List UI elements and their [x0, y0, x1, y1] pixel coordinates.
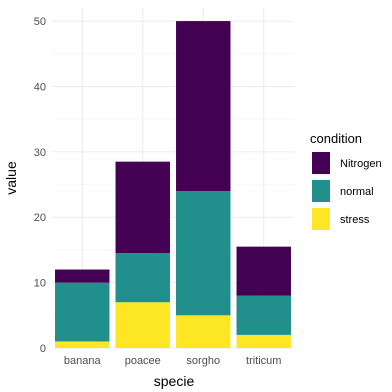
- legend-title: condition: [310, 131, 362, 146]
- x-tick-label-banana: banana: [64, 355, 102, 367]
- bar-triticum-normal: [236, 295, 291, 335]
- legend-key-Nitrogen: [312, 152, 330, 174]
- bar-banana-stress: [55, 341, 110, 348]
- y-tick-label: 40: [34, 81, 46, 93]
- bar-poacee-normal: [115, 253, 170, 303]
- x-axis-tick-labels: banana poacee sorgho triticum: [64, 355, 282, 367]
- y-tick-label: 50: [34, 16, 46, 28]
- bar-sorgho-Nitrogen: [176, 21, 231, 192]
- legend-label-stress: stress: [340, 214, 370, 226]
- bar-triticum-Nitrogen: [236, 246, 291, 296]
- bar-sorgho-stress: [176, 315, 231, 348]
- x-axis-title: specie: [154, 373, 195, 389]
- bar-sorgho-normal: [176, 191, 231, 316]
- bar-triticum-stress: [236, 334, 291, 348]
- x-tick-label-poacee: poacee: [125, 355, 161, 367]
- bar-poacee-stress: [115, 302, 170, 348]
- legend-key-normal: [312, 180, 330, 202]
- x-tick-label-sorgho: sorgho: [186, 355, 220, 367]
- y-tick-label: 20: [34, 212, 46, 224]
- y-tick-label: 10: [34, 278, 46, 290]
- y-tick-label: 0: [40, 343, 46, 355]
- bar-banana-normal: [55, 282, 110, 342]
- y-axis-title: value: [3, 161, 19, 195]
- x-tick-label-triticum: triticum: [246, 355, 281, 367]
- bar-banana-Nitrogen: [55, 269, 110, 283]
- y-axis-tick-labels: 0 10 20 30 40 50: [34, 16, 46, 355]
- y-tick-label: 30: [34, 147, 46, 159]
- legend-label-normal: normal: [340, 186, 374, 198]
- bars: [55, 21, 291, 348]
- legend-key-stress: [312, 208, 330, 230]
- legend: condition Nitrogen normal stress: [310, 131, 382, 230]
- bar-poacee-Nitrogen: [115, 161, 170, 254]
- legend-label-Nitrogen: Nitrogen: [340, 158, 382, 170]
